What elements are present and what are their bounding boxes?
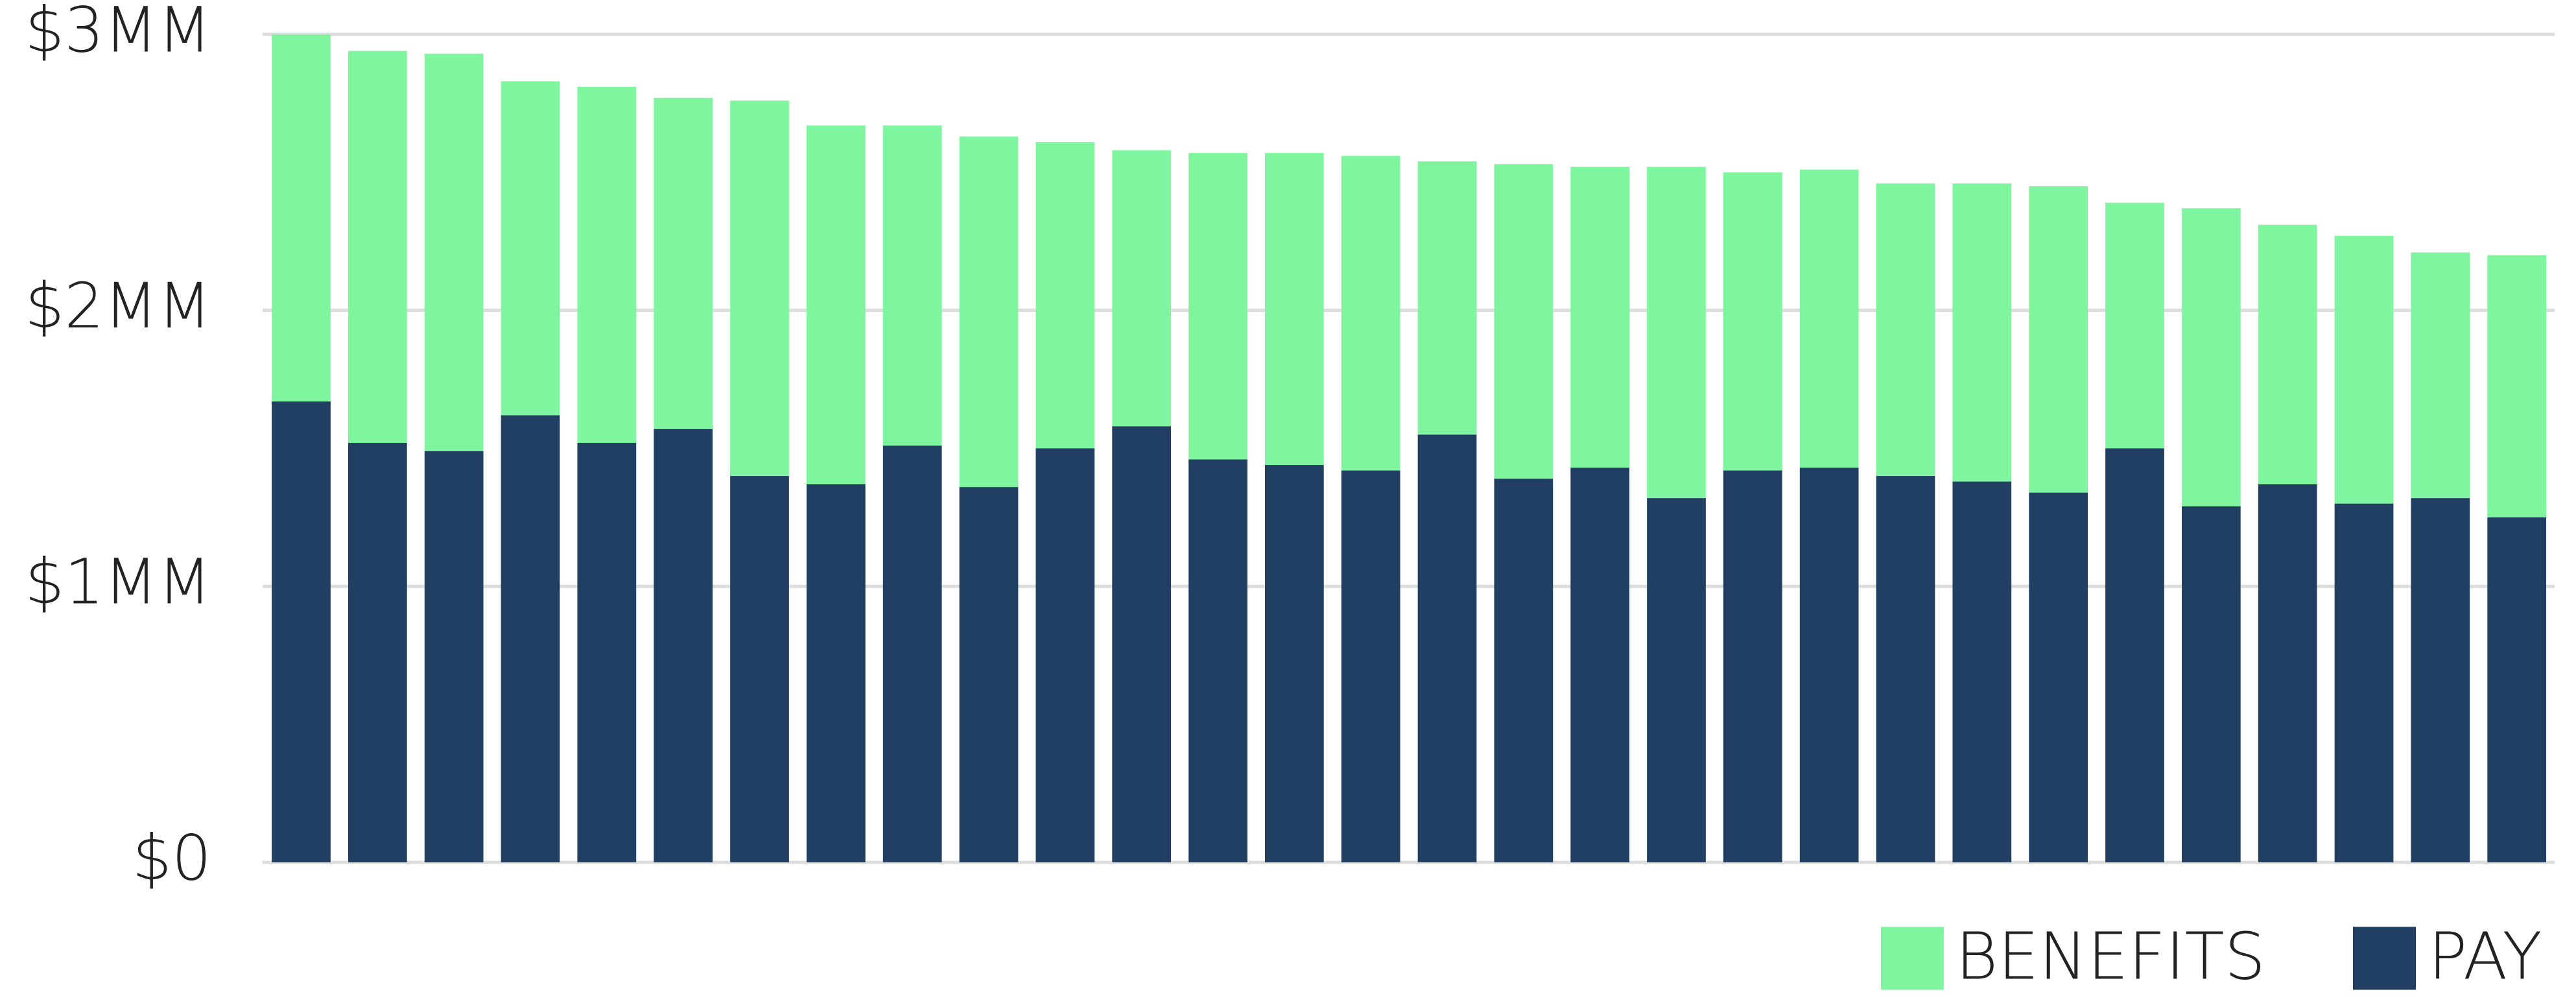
bar-segment xyxy=(1799,169,1859,468)
bar-segment xyxy=(1417,161,1477,435)
y-tick-label: $2MM xyxy=(25,270,211,342)
bar-segment xyxy=(2334,235,2394,504)
bar-segment xyxy=(882,125,942,446)
bar-segment xyxy=(959,136,1019,488)
bar-segment xyxy=(806,125,866,484)
bar-segment xyxy=(654,429,713,862)
bar-segment xyxy=(424,53,484,451)
bar-segment xyxy=(1647,167,1706,499)
bar-segment xyxy=(2411,252,2470,499)
bar-segment xyxy=(1341,156,1400,471)
bar-segment xyxy=(1341,470,1400,862)
bar-segment xyxy=(272,34,331,402)
legend-swatch xyxy=(1881,927,1944,990)
bar-segment xyxy=(501,415,560,862)
bar-segment xyxy=(1494,479,1554,862)
bar-segment xyxy=(2258,224,2317,484)
legend-label: BENEFITS xyxy=(1956,918,2265,994)
y-tick-label: $1MM xyxy=(25,546,211,619)
bar-segment xyxy=(1264,465,1324,862)
legend-label: PAY xyxy=(2428,918,2542,994)
bar-segment xyxy=(348,51,407,443)
bar-segment xyxy=(1723,470,1782,862)
bar-segment xyxy=(2105,202,2164,449)
bar-segment xyxy=(2411,498,2470,862)
bar-segment xyxy=(2029,186,2088,493)
bar-segment xyxy=(577,86,637,443)
bar-segment xyxy=(2487,517,2547,862)
bar-segment xyxy=(2487,255,2547,517)
bar-segment xyxy=(1264,153,1324,466)
bar-segment xyxy=(1952,481,2012,862)
bar-segment xyxy=(1647,498,1706,862)
bar-segment xyxy=(348,442,407,862)
y-tick-label: $0 xyxy=(132,822,211,894)
bar-segment xyxy=(501,81,560,416)
bar-segment xyxy=(1876,476,1935,862)
bar-segment xyxy=(424,451,484,862)
bar-segment xyxy=(2105,448,2164,862)
bar-segment xyxy=(577,442,637,862)
bar-segment xyxy=(882,445,942,862)
bar-segment xyxy=(1188,459,1247,862)
bar-segment xyxy=(730,476,789,862)
bar-segment xyxy=(1188,153,1247,460)
bar-segment xyxy=(1112,426,1172,862)
bar-segment xyxy=(1035,448,1095,862)
bar-segment xyxy=(1570,467,1630,862)
bar-segment xyxy=(1723,172,1782,471)
bar-segment xyxy=(2258,484,2317,862)
bar-segment xyxy=(806,484,866,862)
bar-segment xyxy=(1952,183,2012,482)
bar-segment xyxy=(1035,142,1095,449)
bar-segment xyxy=(2334,503,2394,862)
bar-segment xyxy=(2181,208,2241,506)
bar-segment xyxy=(959,487,1019,862)
bar-segment xyxy=(1799,467,1859,862)
legend-swatch xyxy=(2353,927,2416,990)
bar-segment xyxy=(2181,506,2241,862)
bar-segment xyxy=(1112,150,1172,427)
y-tick-label: $3MM xyxy=(25,0,211,66)
bar-segment xyxy=(1876,183,1935,477)
bar-segment xyxy=(2029,492,2088,862)
bar-segment xyxy=(1570,167,1630,468)
bar-segment xyxy=(1494,164,1554,479)
bar-segment xyxy=(730,100,789,477)
bar-segment xyxy=(272,401,331,862)
bar-segment xyxy=(1417,434,1477,862)
bar-segment xyxy=(654,97,713,429)
